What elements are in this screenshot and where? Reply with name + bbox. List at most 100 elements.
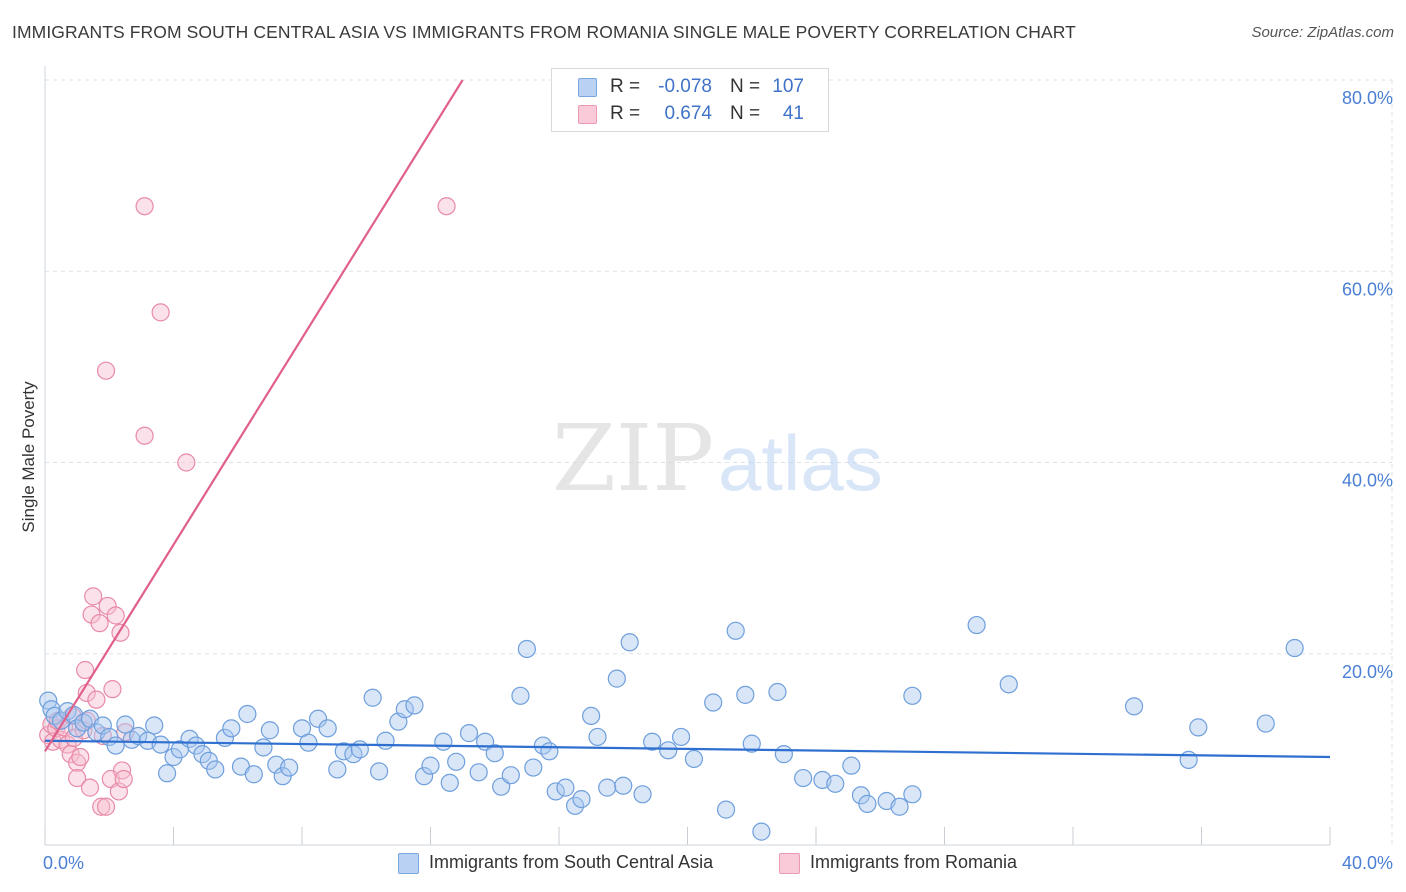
romania-point-37	[151, 303, 170, 322]
legend-r-value: 0.674	[664, 103, 712, 124]
south-central-asia-point-97	[890, 797, 909, 816]
south-central-asia-point-104	[1256, 714, 1275, 733]
south-central-asia-points	[39, 615, 1304, 841]
chart-title: IMMIGRANTS FROM SOUTH CENTRAL ASIA VS IM…	[12, 22, 1076, 42]
south-central-asia-point-10	[93, 716, 112, 735]
south-central-asia-point-106	[967, 615, 986, 635]
south-central-asia-point-88	[768, 682, 787, 702]
romania-point-35	[135, 426, 154, 445]
romania-point-19	[84, 587, 103, 606]
trend-line-romania	[44, 79, 464, 752]
south-central-asia-point-100	[999, 675, 1018, 694]
south-central-asia-point-81	[684, 749, 704, 769]
south-central-asia-point-54	[440, 773, 459, 792]
south-central-asia-point-99	[903, 686, 922, 705]
romania-point-17	[80, 778, 100, 797]
south-central-asia-point-64	[524, 758, 543, 777]
y-tick-label-60: 60.0%	[1342, 279, 1393, 299]
legend-row-south-central-asia: R = -0.078 N = 107	[552, 74, 828, 100]
south-central-asia-point-39	[308, 709, 328, 728]
south-central-asia-point-93	[842, 756, 861, 775]
trend-line-south-central-asia	[44, 739, 1331, 759]
south-central-asia-point-61	[501, 766, 520, 785]
south-central-asia-point-69	[565, 796, 585, 815]
romania-point-21	[90, 614, 109, 633]
south-central-asia-point-13	[116, 715, 135, 734]
south-central-asia-point-67	[546, 782, 565, 801]
south-central-asia-point-52	[421, 756, 440, 775]
south-central-asia-point-80	[671, 727, 691, 747]
legend-r-label: R =	[610, 76, 641, 97]
south-central-asia-point-55	[447, 752, 466, 771]
south-central-asia-point-102	[1179, 750, 1198, 769]
south-central-asia-point-105	[1285, 638, 1304, 658]
romania-point-20	[87, 690, 106, 709]
trend-lines	[44, 79, 1331, 759]
y-axis-label: Single Male Poverty	[19, 381, 38, 533]
romania-point-27	[103, 680, 122, 699]
legend-n-value: 107	[772, 76, 804, 97]
south-central-asia-point-28	[222, 719, 241, 738]
south-central-asia-point-74	[607, 669, 626, 688]
legend-swatch-pink	[578, 105, 597, 124]
legend-n-value: 41	[782, 103, 804, 124]
romania-point-22	[92, 797, 111, 816]
south-central-asia-point-49	[395, 700, 414, 719]
y-tick-label-40: 40.0%	[1342, 471, 1393, 491]
legend-n-label: N =	[730, 76, 761, 97]
south-central-asia-point-36	[280, 758, 299, 777]
romania-point-11	[68, 753, 87, 772]
south-central-asia-point-59	[485, 744, 504, 763]
south-central-asia-point-33	[260, 721, 279, 740]
south-central-asia-point-46	[370, 762, 389, 781]
south-central-asia-point-19	[157, 764, 177, 783]
south-central-asia-point-24	[193, 745, 212, 764]
south-central-asia-point-57	[469, 763, 488, 782]
y-tick-label-80: 80.0%	[1342, 88, 1393, 108]
south-central-asia-point-83	[716, 800, 736, 819]
romania-point-38	[177, 453, 196, 472]
source-label: Source: ZipAtlas.com	[1251, 24, 1394, 41]
south-central-asia-point-50	[405, 696, 424, 715]
south-central-asia-point-75	[614, 776, 633, 795]
south-central-asia-point-82	[704, 693, 723, 712]
south-central-asia-point-62	[511, 686, 530, 705]
romania-point-34	[96, 361, 116, 380]
south-central-asia-point-85	[736, 685, 755, 704]
legend-label-romania: Immigrants from Romania	[810, 852, 1018, 872]
series-legend: Immigrants from South Central Asia Immig…	[0, 850, 1406, 880]
south-central-asia-point-68	[556, 778, 575, 797]
south-central-asia-point-17	[145, 716, 164, 735]
south-central-asia-point-73	[598, 778, 617, 797]
south-central-asia-point-103	[1189, 718, 1208, 737]
y-tick-label-20: 20.0%	[1342, 662, 1393, 682]
romania-point-32	[114, 769, 133, 789]
watermark: ZIP atlas	[552, 405, 883, 512]
romania-point-12	[68, 768, 87, 788]
legend-r-label: R =	[610, 103, 641, 124]
south-central-asia-point-70	[572, 789, 591, 809]
south-central-asia-point-51	[414, 767, 434, 786]
south-central-asia-point-26	[206, 760, 225, 779]
legend-n-label: N =	[730, 103, 761, 124]
correlation-legend: R = -0.078 N = 107 R = 0.674 N = 41	[551, 68, 829, 132]
y-tick-labels: 20.0% 40.0% 60.0% 80.0%	[1342, 88, 1393, 682]
south-central-asia-point-45	[363, 688, 382, 707]
south-central-asia-point-72	[588, 727, 607, 747]
south-central-asia-point-95	[858, 794, 877, 813]
x-tick-label-min: 0.0%	[43, 853, 84, 873]
south-central-asia-point-63	[517, 639, 536, 659]
south-central-asia-point-38	[299, 733, 318, 752]
south-central-asia-point-32	[254, 738, 273, 757]
south-central-asia-point-66	[540, 742, 559, 761]
south-central-asia-point-30	[238, 704, 257, 724]
x-tick-label-max: 40.0%	[1342, 853, 1393, 873]
legend-r-value: -0.078	[658, 76, 712, 97]
south-central-asia-point-47	[376, 731, 395, 750]
romania-point-28	[106, 606, 125, 625]
south-central-asia-point-101	[1124, 697, 1144, 716]
south-central-asia-point-89	[774, 745, 793, 764]
south-central-asia-point-56	[459, 724, 479, 743]
watermark-atlas: atlas	[718, 419, 883, 507]
